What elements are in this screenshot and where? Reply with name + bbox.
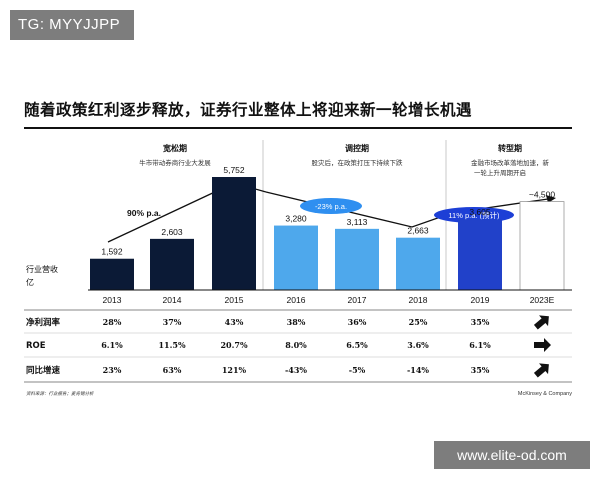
- phase-title-transition: 转型期: [498, 143, 522, 153]
- y-axis-label-2: 亿: [26, 277, 34, 287]
- table-cell: -43%: [285, 365, 307, 375]
- x-tick-label: 2015: [225, 295, 244, 305]
- table-cell: -5%: [349, 365, 366, 375]
- bar-2018: [396, 237, 440, 290]
- phase-desc-easing: 牛市带动券商行业大发展: [139, 158, 211, 167]
- brand-mckinsey: McKinsey & Company: [518, 391, 572, 397]
- arrow-right-icon: [534, 338, 551, 352]
- table-cell: 25%: [409, 317, 428, 327]
- table-cell: 6.5%: [346, 340, 368, 350]
- bar-value-label: ~4,500: [529, 190, 556, 200]
- growth-bubble-phase3: [434, 207, 514, 223]
- bar-2014: [150, 238, 194, 290]
- bar-value-label: 2,663: [407, 226, 429, 236]
- watermark-bottom: www.elite-od.com: [434, 441, 590, 469]
- bar-2019: [458, 219, 502, 290]
- bar-value-label: 3,280: [285, 214, 307, 224]
- table-cell: 35%: [471, 365, 490, 375]
- growth-label-phase2: -23% p.a.: [315, 202, 347, 211]
- x-tick-label: 2018: [409, 295, 428, 305]
- growth-bubble-phase2: [300, 198, 362, 214]
- bar-value-label: 3,113: [347, 217, 368, 227]
- table-row-label: 净利润率: [26, 317, 61, 328]
- table-cell: 37%: [163, 317, 182, 327]
- x-tick-label: 2017: [348, 295, 367, 305]
- x-tick-label: 2013: [103, 295, 122, 305]
- bar-value-label: 1,592: [101, 247, 123, 257]
- phase-desc-transition-2: 一轮上升周期开启: [474, 168, 526, 177]
- table-cell: 20.7%: [220, 340, 247, 350]
- page-title: 随着政策红利逐步释放，证券行业整体上将迎来新一轮增长机遇: [24, 100, 473, 119]
- table-cell: 11.5%: [158, 340, 185, 350]
- title-rule: [24, 127, 572, 129]
- bar-2016: [274, 225, 318, 290]
- phase-title-easing: 宽松期: [162, 143, 187, 153]
- growth-label-phase1: 90% p.a.: [127, 208, 161, 218]
- table-cell: 38%: [287, 317, 306, 327]
- table-cell: 6.1%: [101, 340, 123, 350]
- table-cell: 8.0%: [285, 340, 307, 350]
- x-tick-label: 2019: [471, 295, 490, 305]
- table-cell: 28%: [103, 317, 122, 327]
- trend-arrowhead: [546, 195, 556, 203]
- bars-group: 1,592 2,603 5,752 3,280 3,113 2,663 3,605 ~4,50…: [90, 165, 565, 291]
- table-cell: 121%: [222, 365, 247, 375]
- table-cell: 35%: [471, 317, 490, 327]
- bar-2013: [90, 258, 134, 290]
- year-labels: 2013 2014 2015 2016 2017 2018 2019 2023E: [103, 295, 555, 305]
- bar-2015: [212, 177, 256, 290]
- table-cell: 63%: [163, 365, 182, 375]
- source-note: 资料来源：行业报告；麦肯锡分析: [26, 391, 94, 397]
- metrics-table: 净利润率 28% 37% 43% 38% 36% 25% 35% ROE 6.1% 11.5% 20.…: [26, 315, 551, 378]
- table-row-label: ROE: [26, 341, 46, 351]
- table-row-label: 同比增速: [26, 365, 61, 376]
- phase-desc-control: 股灾后，在政策打压下持续下跌: [312, 158, 404, 167]
- x-tick-label: 2023E: [530, 295, 555, 305]
- table-cell: 23%: [103, 365, 122, 375]
- watermark-top: TG: MYYJJPP: [10, 10, 134, 40]
- table-cell: 36%: [348, 317, 367, 327]
- table-cell: 3.6%: [407, 340, 429, 350]
- arrow-up-right-icon: [533, 315, 549, 330]
- growth-label-phase3: 11% p.a. (预计): [448, 210, 500, 220]
- bar-2017: [335, 228, 379, 290]
- bar-value-label: 3,605: [469, 207, 491, 217]
- arrow-up-right-icon: [533, 363, 549, 378]
- table-cell: 6.1%: [469, 340, 491, 350]
- phase-title-control: 调控期: [345, 143, 369, 153]
- table-cell: -14%: [407, 365, 429, 375]
- y-axis-label-1: 行业营收: [26, 264, 58, 274]
- x-tick-label: 2014: [163, 295, 182, 305]
- bar-2023E: [519, 201, 565, 291]
- x-tick-label: 2016: [287, 295, 306, 305]
- table-cell: 43%: [225, 317, 244, 327]
- bar-value-label: 5,752: [223, 165, 245, 175]
- bar-value-label: 2,603: [161, 227, 183, 237]
- phase-desc-transition-1: 金融市场改革落地加速，新: [471, 158, 550, 167]
